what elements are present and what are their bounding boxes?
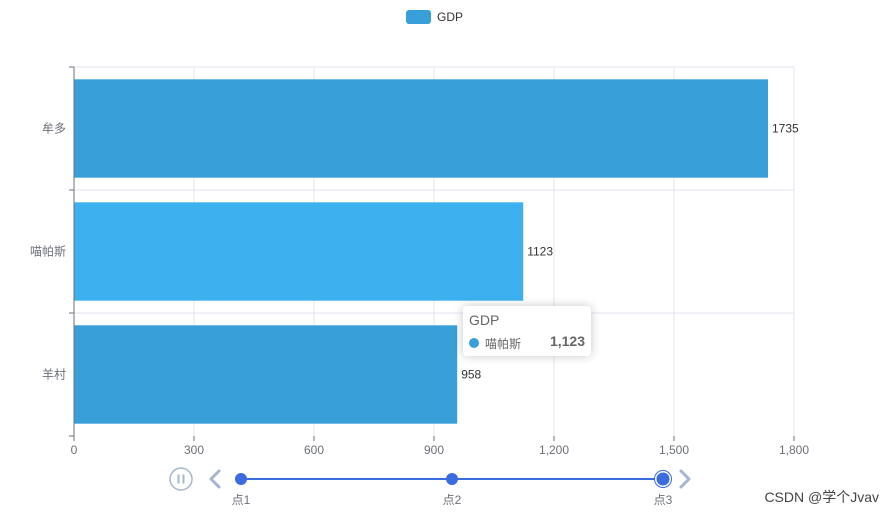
tooltip: GDP 喵帕斯 1,123 bbox=[463, 306, 591, 356]
tooltip-category: 喵帕斯 bbox=[485, 337, 522, 351]
timeline-label: 点3 bbox=[654, 493, 673, 507]
pause-icon[interactable] bbox=[169, 467, 193, 491]
watermark: CSDN @学个Jvav bbox=[764, 489, 879, 505]
timeline-label: 点2 bbox=[443, 493, 462, 507]
x-tick-label: 900 bbox=[424, 443, 444, 457]
x-tick-label: 0 bbox=[71, 443, 78, 457]
x-tick-label: 1,800 bbox=[779, 443, 809, 457]
x-tick-label: 300 bbox=[184, 443, 204, 457]
y-tick-label: 牟多 bbox=[42, 121, 66, 136]
y-tick-label: 喵帕斯 bbox=[30, 244, 66, 259]
bar[interactable] bbox=[74, 325, 458, 424]
y-tick-label: 羊村 bbox=[42, 367, 66, 382]
timeline-point[interactable] bbox=[446, 473, 458, 485]
legend-swatch bbox=[406, 10, 431, 24]
data-label: 1735 bbox=[772, 122, 799, 136]
data-label: 958 bbox=[461, 368, 481, 382]
tooltip-series-dot bbox=[469, 338, 479, 348]
data-label: 1123 bbox=[527, 245, 553, 259]
timeline-label: 点1 bbox=[232, 493, 251, 507]
legend[interactable]: GDP bbox=[406, 10, 463, 24]
bar[interactable] bbox=[74, 79, 768, 178]
chevron-right-icon[interactable] bbox=[679, 469, 691, 489]
timeline-point-current[interactable] bbox=[654, 470, 672, 488]
x-tick-label: 1,200 bbox=[539, 443, 569, 457]
legend-label: GDP bbox=[437, 10, 464, 24]
timeline-point-ring bbox=[654, 470, 672, 488]
x-tick-label: 600 bbox=[304, 443, 324, 457]
chevron-left-icon[interactable] bbox=[209, 469, 221, 489]
bar[interactable] bbox=[74, 202, 524, 301]
x-tick-label: 1,500 bbox=[659, 443, 689, 457]
timeline-point[interactable] bbox=[235, 473, 247, 485]
tooltip-value: 1,123 bbox=[549, 333, 585, 349]
tooltip-title: GDP bbox=[469, 312, 500, 328]
